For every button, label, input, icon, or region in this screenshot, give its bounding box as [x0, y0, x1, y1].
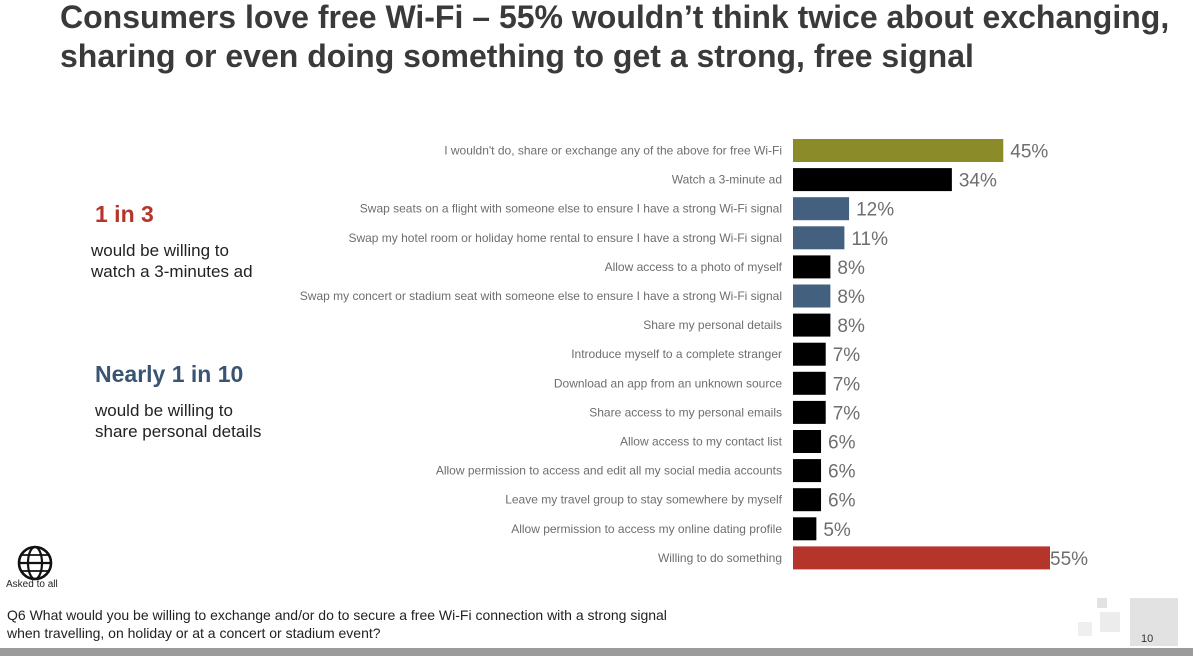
- decorative-square: [1097, 598, 1107, 608]
- survey-question: Q6 What would you be willing to exchange…: [7, 607, 667, 641]
- bottom-bar: [0, 648, 1193, 656]
- category-label: Share access to my personal emails: [589, 405, 782, 419]
- globe-icon: [17, 545, 53, 581]
- bar: [793, 342, 826, 366]
- bar: [793, 371, 826, 395]
- value-label: 7%: [833, 403, 861, 424]
- value-label: 55%: [1050, 549, 1088, 570]
- bar: [793, 430, 822, 453]
- category-label: Allow permission to access and edit all …: [436, 464, 782, 478]
- callout-1-text: would be willing to watch a 3-minutes ad: [91, 241, 253, 281]
- bar: [793, 400, 826, 424]
- category-label: Leave my travel group to stay somewhere …: [505, 493, 782, 507]
- category-label: Share my personal details: [643, 318, 782, 332]
- bar-chart: I wouldn't do, share or exchange any of …: [300, 139, 1088, 570]
- value-label: 5%: [823, 520, 851, 541]
- value-label: 45%: [1010, 142, 1048, 163]
- value-label: 8%: [837, 316, 865, 337]
- bar: [793, 255, 831, 279]
- decorative-square: [1100, 612, 1120, 632]
- decorative-square: [1078, 622, 1092, 636]
- category-label: Swap my concert or stadium seat with som…: [300, 289, 782, 303]
- category-label: Allow permission to access my online dat…: [511, 522, 782, 536]
- value-label: 7%: [833, 345, 861, 366]
- bar: [793, 517, 817, 541]
- bar: [793, 284, 831, 308]
- asked-to-all-label: Asked to all: [6, 579, 58, 590]
- category-label: Swap my hotel room or holiday home renta…: [348, 231, 782, 245]
- bar: [793, 168, 952, 192]
- value-label: 12%: [856, 200, 894, 221]
- value-label: 7%: [833, 374, 861, 395]
- category-label: Allow access to a photo of myself: [605, 260, 783, 274]
- decorative-square: [1130, 598, 1178, 646]
- category-label: I wouldn't do, share or exchange any of …: [444, 144, 782, 158]
- category-label: Willing to do something: [658, 551, 782, 565]
- page-number: 10: [1141, 633, 1154, 645]
- value-label: 8%: [837, 287, 865, 308]
- value-label: 11%: [851, 229, 888, 250]
- category-label: Introduce myself to a complete stranger: [571, 347, 782, 361]
- category-label: Watch a 3-minute ad: [672, 173, 782, 187]
- callout-2-headline: Nearly 1 in 10: [95, 361, 244, 387]
- callout-1-headline: 1 in 3: [95, 201, 154, 227]
- page-title: Consumers love free Wi-Fi – 55% wouldn’t…: [60, 0, 1170, 74]
- bar: [793, 488, 822, 512]
- bar: [793, 313, 831, 337]
- bar: [793, 226, 845, 250]
- bar: [793, 197, 850, 221]
- category-label: Allow access to my contact list: [620, 435, 783, 449]
- value-label: 6%: [828, 491, 856, 512]
- bar: [793, 546, 1050, 570]
- value-label: 34%: [959, 171, 997, 192]
- value-label: 6%: [828, 433, 856, 454]
- category-label: Download an app from an unknown source: [554, 376, 782, 390]
- bar: [793, 459, 822, 483]
- bar: [793, 139, 1004, 162]
- callout-2-text: would be willing to share personal detai…: [95, 401, 262, 441]
- category-label: Swap seats on a flight with someone else…: [360, 202, 782, 216]
- value-label: 8%: [837, 258, 865, 279]
- value-label: 6%: [828, 462, 856, 483]
